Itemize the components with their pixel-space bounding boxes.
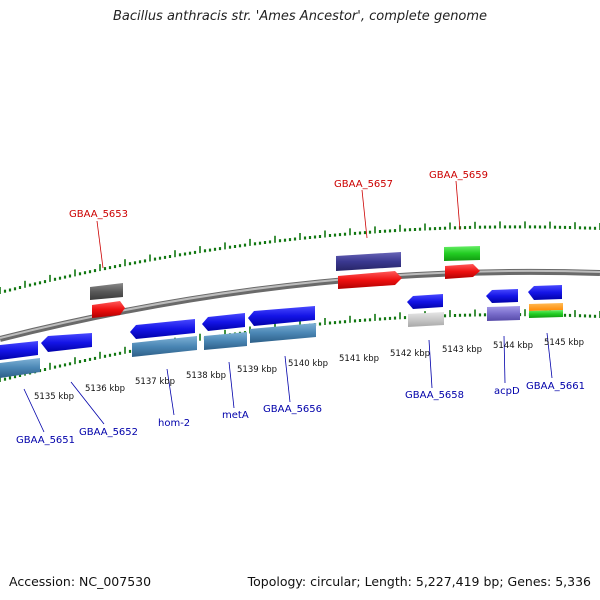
gene-label-gbaa-5659[interactable]: GBAA_5659 [429, 170, 488, 181]
gene-label-gbaa-5651[interactable]: GBAA_5651 [16, 435, 75, 446]
gene-gbaa-5653-product[interactable] [90, 283, 123, 300]
gene-gbaa-5659-product[interactable] [444, 246, 480, 261]
gene-gbaa-5653-cds[interactable] [92, 301, 125, 318]
scale-label: 5139 kbp [237, 365, 277, 375]
forward-gene-labels: GBAA_5653 GBAA_5657 GBAA_5659 [69, 170, 488, 220]
gene-label-gbaa-5653[interactable]: GBAA_5653 [69, 209, 128, 220]
accession-text: Accession: NC_007530 [9, 574, 152, 589]
gene-gbaa-5658-cds[interactable] [407, 294, 443, 309]
gene-hom-2-product[interactable] [132, 336, 197, 357]
scale-labels: 5135 kbp 5136 kbp 5137 kbp 5138 kbp 5139… [34, 338, 584, 402]
gene-label-gbaa-5656[interactable]: GBAA_5656 [263, 404, 322, 415]
gene-label-meta[interactable]: metA [222, 410, 249, 421]
gene-gbaa-5658-product[interactable] [408, 312, 444, 327]
gene-acpd-product[interactable] [487, 306, 520, 321]
scale-label: 5138 kbp [186, 371, 226, 381]
outer-scale [0, 221, 600, 294]
gene-gbaa-5657-cds[interactable] [338, 271, 402, 289]
scale-label: 5137 kbp [135, 377, 175, 387]
scale-label: 5143 kbp [442, 345, 482, 355]
gene-gbaa-5659-cds[interactable] [445, 264, 480, 279]
gene-gbaa-5661-product-a[interactable] [529, 303, 563, 311]
gene-label-gbaa-5661[interactable]: GBAA_5661 [526, 381, 585, 392]
gene-gbaa-5656-cds[interactable] [248, 306, 315, 326]
scale-label: 5135 kbp [34, 392, 74, 402]
map-title: Bacillus anthracis str. 'Ames Ancestor',… [112, 9, 488, 24]
genome-backbone-highlight [0, 269, 600, 339]
topology-stats-text: Topology: circular; Length: 5,227,419 bp… [247, 574, 591, 589]
scale-label: 5141 kbp [339, 354, 379, 364]
gene-label-hom-2[interactable]: hom-2 [158, 418, 190, 429]
gene-gbaa-5651-cds[interactable] [0, 341, 38, 360]
gene-label-gbaa-5658[interactable]: GBAA_5658 [405, 390, 464, 401]
gene-gbaa-5661-cds[interactable] [528, 285, 562, 300]
leader-lines [23, 180, 553, 433]
scale-label: 5140 kbp [288, 359, 328, 369]
genome-backbone [0, 268, 600, 342]
scale-label: 5142 kbp [390, 349, 430, 359]
gene-label-gbaa-5657[interactable]: GBAA_5657 [334, 179, 393, 190]
gene-meta-product[interactable] [204, 332, 247, 350]
gene-gbaa-5651-product[interactable] [0, 358, 40, 378]
reverse-gene-labels: GBAA_5651 GBAA_5652 hom-2 metA GBAA_5656… [16, 381, 585, 446]
scale-label: 5145 kbp [544, 338, 584, 348]
reverse-genes [0, 285, 563, 378]
scale-label: 5136 kbp [85, 384, 125, 394]
gene-hom-2-cds[interactable] [130, 319, 195, 339]
gene-label-gbaa-5652[interactable]: GBAA_5652 [79, 427, 138, 438]
gene-gbaa-5657-product[interactable] [336, 252, 401, 271]
gene-gbaa-5656-product[interactable] [250, 323, 316, 343]
gene-meta-cds[interactable] [202, 313, 245, 331]
gene-gbaa-5652-cds[interactable] [41, 333, 92, 352]
forward-genes [90, 246, 480, 318]
gene-label-acpd[interactable]: acpD [494, 386, 520, 397]
scale-label: 5144 kbp [493, 341, 533, 351]
gene-acpd-cds[interactable] [486, 289, 518, 303]
gene-gbaa-5661-product-b[interactable] [529, 310, 563, 318]
